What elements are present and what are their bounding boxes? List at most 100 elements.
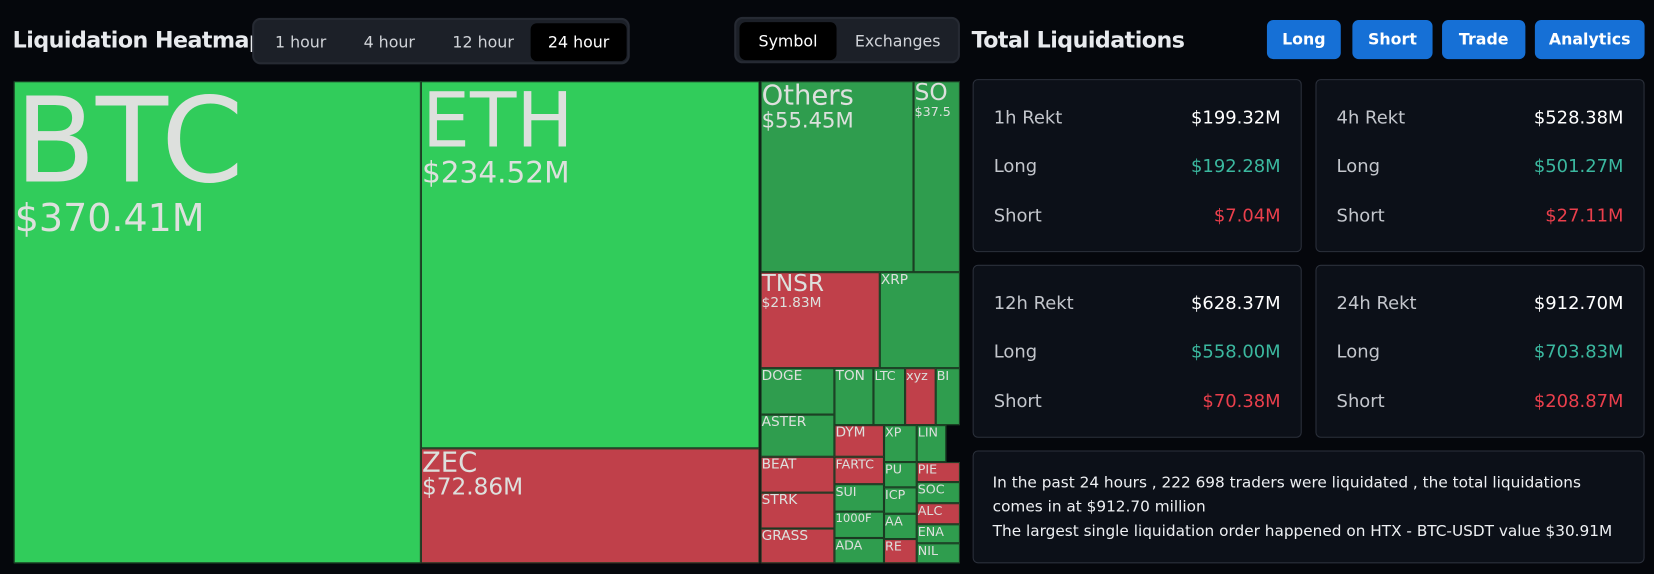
treemap-tile[interactable]: ETH $234.52M [420, 81, 760, 449]
rekt-card: 24h Rekt $912.70M Long $703.83M Short $208.87… [1315, 264, 1645, 438]
treemap-tile[interactable]: PIE [916, 462, 960, 483]
card-total: $199.32M [1191, 107, 1281, 129]
treemap-tile[interactable]: SO $37.5 [913, 81, 960, 273]
time-tab[interactable]: 24 hour [530, 23, 627, 62]
page-title: Liquidation Heatmap [12, 27, 265, 53]
row-value: $7.04M [1213, 205, 1281, 227]
treemap-tile[interactable]: ADA [834, 537, 885, 564]
summary-note: In the past 24 hours , 222 698 traders w… [972, 450, 1645, 564]
tile-label: SUI [835, 484, 857, 499]
card-total: $528.38M [1533, 107, 1624, 129]
tile-value: $55.45M [761, 107, 854, 133]
card-total: $912.70M [1533, 293, 1624, 315]
treemap-tile[interactable]: XP [884, 425, 917, 463]
tile-label: XRP [880, 272, 909, 288]
row-label: Long [1336, 156, 1380, 178]
treemap-tile[interactable]: ASTER [760, 414, 835, 457]
tile-label: PIE [917, 462, 938, 477]
row-label: Short [1336, 205, 1385, 227]
row-value: $558.00M [1191, 341, 1281, 363]
treemap-tile[interactable]: XRP [879, 272, 960, 369]
note-line: The largest single liquidation order hap… [992, 523, 1613, 541]
tile-label: RE [885, 539, 902, 554]
time-tab[interactable]: 1 hour [274, 32, 327, 52]
action-button[interactable]: Trade [1442, 20, 1526, 60]
treemap-tile[interactable]: Others $55.45M [760, 81, 914, 273]
card-row: Short $7.04M [994, 206, 1281, 231]
treemap-tile[interactable]: LTC [873, 368, 906, 426]
treemap-tile[interactable]: ALC [916, 503, 960, 525]
tile-label: 1000F [835, 511, 872, 526]
row-value: $501.27M [1533, 156, 1624, 178]
tile-label: ETH [421, 81, 574, 165]
treemap-tile[interactable]: ICP [884, 487, 917, 514]
treemap-tile[interactable]: DOGE [760, 368, 835, 415]
rekt-card: 1h Rekt $199.32M Long $192.28M Short $7.04M [972, 79, 1302, 253]
treemap-tile[interactable]: GRASS [760, 528, 835, 564]
action-button[interactable]: Short [1352, 20, 1433, 60]
card-row: Short $70.38M [994, 391, 1281, 416]
tile-value: $37.5 [914, 104, 951, 120]
tile-label: STRK [761, 492, 798, 509]
treemap-tile[interactable]: BI [935, 368, 960, 426]
row-label: Short [993, 391, 1042, 413]
tile-label: Others [761, 81, 854, 112]
treemap-tile[interactable]: AA [884, 513, 917, 540]
tile-label: XP [885, 425, 902, 440]
tile-value: $234.52M [421, 155, 570, 190]
card-row: Long $192.28M [994, 156, 1281, 181]
time-tab[interactable]: 12 hour [452, 32, 514, 52]
treemap-tile[interactable]: TON [834, 368, 874, 426]
row-label: Long [993, 156, 1038, 178]
rekt-card: 12h Rekt $628.37M Long $558.00M Short $70.38M [972, 264, 1302, 438]
treemap-tile[interactable]: BTC $370.41M [13, 81, 421, 564]
card-row: Short $27.11M [1337, 206, 1624, 231]
treemap-tile[interactable]: 1000F [834, 511, 885, 538]
card-row: Short $208.87M [1337, 391, 1624, 416]
card-title: 1h Rekt [993, 107, 1063, 129]
card-header: 12h Rekt $628.37M [994, 293, 1281, 318]
treemap-tile[interactable]: PU [884, 462, 917, 488]
tile-label: SOC [917, 482, 945, 497]
card-row: Long $558.00M [994, 342, 1281, 367]
treemap-tile[interactable]: DYM [834, 425, 885, 457]
treemap-tile[interactable]: NIL [916, 543, 960, 564]
row-value: $70.38M [1202, 391, 1281, 413]
card-total: $628.37M [1191, 293, 1281, 315]
card-title: 24h Rekt [1336, 293, 1417, 315]
treemap-tile[interactable]: ENA [916, 524, 960, 544]
action-button[interactable]: Long [1266, 20, 1341, 60]
tile-label: DOGE [761, 368, 803, 384]
row-value: $703.83M [1533, 341, 1624, 363]
tile-label: TNSR [761, 272, 825, 298]
action-button[interactable]: Analytics [1534, 20, 1645, 60]
treemap-tile[interactable]: STRK [760, 492, 835, 529]
tile-label: DYM [835, 425, 866, 441]
tile-label: NIL [917, 543, 939, 559]
treemap-tile[interactable]: FARTC [834, 456, 885, 485]
treemap-tile[interactable]: RE [884, 539, 917, 564]
tile-label: SO [914, 81, 948, 107]
tile-label: BTC [14, 81, 244, 210]
treemap-tile[interactable]: BEAT [760, 456, 835, 493]
tile-label: ADA [835, 537, 863, 553]
tile-label: ZEC [421, 448, 478, 479]
tile-value: $21.83M [761, 295, 822, 312]
treemap-tile[interactable]: SOC [916, 482, 960, 504]
tile-label: AA [885, 513, 903, 529]
treemap-tile[interactable]: SUI [834, 484, 885, 512]
view-tab[interactable]: Symbol [739, 22, 837, 61]
tile-label: BEAT [761, 456, 797, 473]
row-label: Long [1336, 341, 1380, 363]
treemap-tile[interactable]: xyz [905, 368, 936, 426]
rekt-card: 4h Rekt $528.38M Long $501.27M Short $27.11M [1315, 79, 1645, 253]
treemap-tile[interactable]: LIN [916, 425, 947, 463]
treemap-tile[interactable]: ZEC $72.86M [420, 448, 760, 564]
tile-value: $370.41M [14, 197, 205, 241]
view-tab[interactable]: Exchanges [854, 31, 941, 51]
card-header: 4h Rekt $528.38M [1337, 108, 1624, 133]
time-tab[interactable]: 4 hour [363, 32, 415, 52]
tile-label: PU [885, 462, 902, 477]
treemap-tile[interactable]: TNSR $21.83M [760, 272, 880, 369]
